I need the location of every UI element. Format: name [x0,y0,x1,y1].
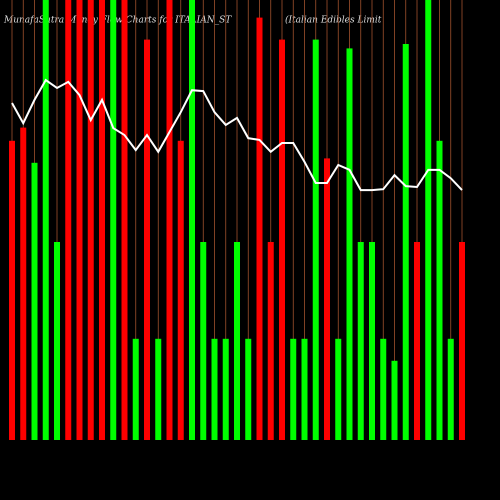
bar [380,338,387,440]
bar [42,0,49,440]
bar [234,242,240,440]
chart-subtitle: (Italian Edibles Limit [285,15,382,26]
bar [54,242,60,440]
bar [155,338,162,440]
bar [290,338,297,440]
bar [121,0,128,440]
bar [447,338,454,440]
bar [414,242,420,440]
bar [436,140,443,441]
bar [65,0,72,440]
bar [87,0,94,440]
bar [132,338,139,440]
bar [31,162,38,441]
bar [425,0,432,440]
bar [267,242,274,440]
bar [391,360,398,440]
bar [177,140,184,441]
bar [459,242,465,440]
bar [222,338,229,440]
bar [110,0,117,440]
bar [312,39,319,440]
bar [346,48,353,441]
bar [245,338,252,440]
bar [335,338,342,440]
bar [324,158,330,440]
bar [211,338,218,440]
bar [144,39,150,440]
bar [166,0,173,440]
bar [99,0,105,440]
bar [76,0,83,440]
bar [369,242,375,440]
line [11,78,463,192]
bar [357,242,364,440]
bar [9,140,15,441]
bar [189,0,195,440]
bar [20,127,27,440]
bar [200,242,207,440]
bar [402,44,409,440]
chart-title: MunafaSutra Money Flow Charts for ITALIA… [3,16,232,26]
bar [279,39,285,440]
bar [301,338,308,440]
bar [256,17,263,440]
